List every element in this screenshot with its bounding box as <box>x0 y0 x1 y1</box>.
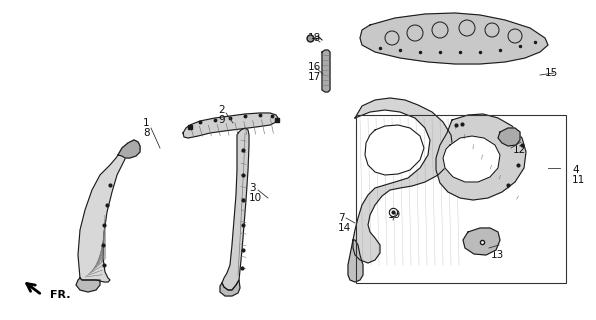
Text: 13: 13 <box>491 250 504 260</box>
Text: 2: 2 <box>218 105 225 115</box>
Text: 14: 14 <box>338 223 351 233</box>
Text: 3: 3 <box>249 183 256 193</box>
Text: 15: 15 <box>545 68 558 78</box>
Text: 16: 16 <box>308 62 321 72</box>
Polygon shape <box>348 240 363 282</box>
Text: 17: 17 <box>308 72 321 82</box>
Text: 10: 10 <box>249 193 262 203</box>
Polygon shape <box>443 136 500 182</box>
Text: 5: 5 <box>513 135 520 145</box>
Polygon shape <box>78 140 140 282</box>
Text: 9: 9 <box>218 115 225 125</box>
Bar <box>356 115 566 283</box>
Polygon shape <box>183 113 278 138</box>
Polygon shape <box>222 128 249 290</box>
Text: FR.: FR. <box>50 290 70 300</box>
Text: 18: 18 <box>308 33 321 43</box>
Polygon shape <box>360 13 548 64</box>
Polygon shape <box>220 280 240 296</box>
Text: 11: 11 <box>572 175 585 185</box>
Text: 7: 7 <box>338 213 344 223</box>
Polygon shape <box>436 114 526 200</box>
Polygon shape <box>498 128 520 146</box>
Text: 8: 8 <box>143 128 150 138</box>
Polygon shape <box>353 98 453 263</box>
Text: 6: 6 <box>491 240 498 250</box>
Text: 19: 19 <box>388 210 401 220</box>
Polygon shape <box>76 278 100 292</box>
Polygon shape <box>322 50 330 92</box>
Text: 12: 12 <box>513 145 526 155</box>
Polygon shape <box>118 140 140 158</box>
Text: 1: 1 <box>143 118 150 128</box>
Polygon shape <box>463 228 500 255</box>
Text: 4: 4 <box>572 165 579 175</box>
Polygon shape <box>365 125 424 175</box>
